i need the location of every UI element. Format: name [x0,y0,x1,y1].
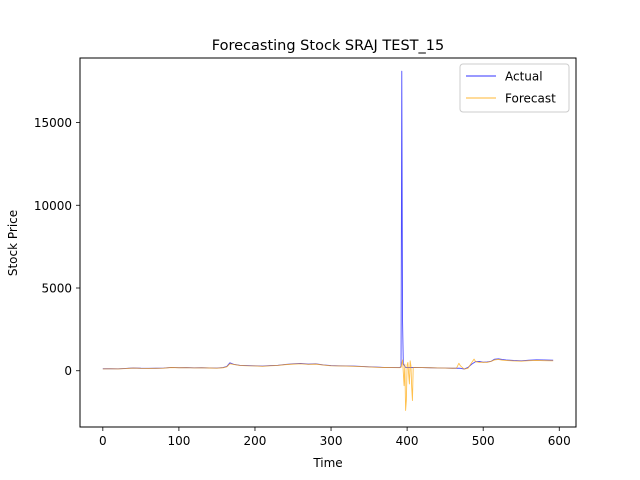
y-tick-label: 10000 [34,199,72,213]
x-axis-ticks: 0 100 200 300 400 500 600 [99,427,571,448]
chart-title: Forecasting Stock SRAJ TEST_15 [212,38,444,54]
y-tick-label: 5000 [41,282,72,296]
series-layer [102,70,554,411]
x-tick-label: 400 [396,434,419,448]
y-axis-ticks: 0 5000 10000 15000 [34,116,80,378]
x-tick-label: 300 [320,434,343,448]
x-tick-label: 600 [548,434,571,448]
legend: Actual Forecast [459,63,570,113]
plot-frame [79,57,577,428]
x-tick-label: 200 [244,434,267,448]
plot-area [79,57,577,428]
legend-label-forecast: Forecast [505,92,556,106]
x-tick-label: 500 [472,434,495,448]
x-tick-label: 100 [167,434,190,448]
x-axis-label: Time [312,456,342,470]
y-axis-label: Stock Price [6,210,20,276]
legend-label-actual: Actual [505,70,543,84]
x-tick-label: 0 [99,434,107,448]
y-tick-label: 0 [64,364,72,378]
y-tick-label: 15000 [34,116,72,130]
series-line-forecast [102,358,554,411]
